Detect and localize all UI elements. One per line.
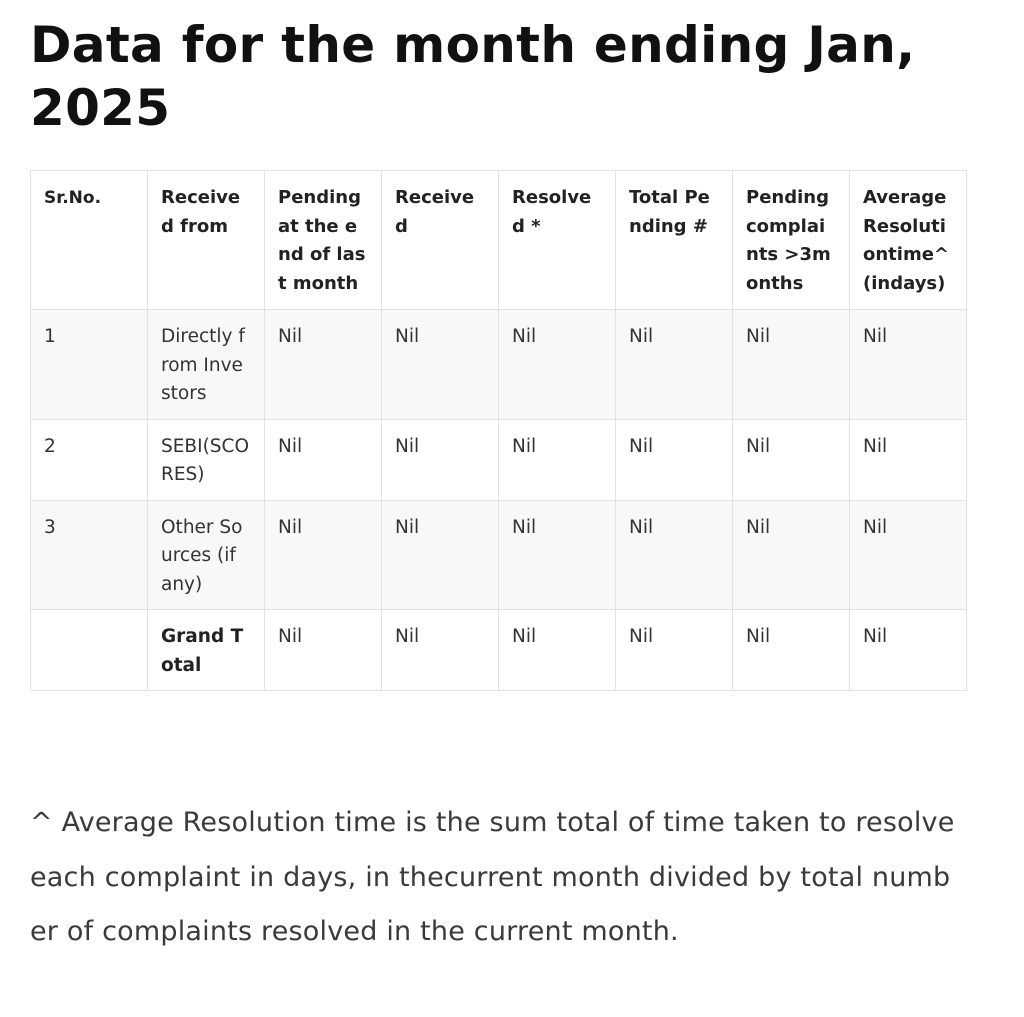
cell-total-pending: Nil — [615, 418, 733, 501]
cell-received-from: Directly from Investors — [147, 309, 265, 420]
header-pending-last-month: Pending at the end of last month — [264, 170, 382, 310]
cell-total-pending: Nil — [615, 609, 733, 691]
cell-average-resolution-time: Nil — [849, 309, 967, 420]
cell-average-resolution-time: Nil — [849, 499, 967, 610]
cell-resolved: Nil — [498, 418, 616, 501]
header-resolved: Resolved * — [498, 170, 616, 310]
table-row: 3 Other Sources (if any) Nil Nil Nil Nil… — [30, 499, 967, 610]
cell-pending-over-3-months: Nil — [732, 418, 850, 501]
cell-total-pending: Nil — [615, 499, 733, 610]
cell-sr-no: 3 — [30, 499, 148, 610]
cell-sr-no — [30, 609, 148, 691]
cell-pending-over-3-months: Nil — [732, 499, 850, 610]
cell-sr-no: 1 — [30, 309, 148, 420]
header-sr-no: Sr.No. — [30, 170, 148, 310]
cell-pending-over-3-months: Nil — [732, 609, 850, 691]
footnote: ^ Average Resolution time is the sum tot… — [30, 807, 955, 947]
cell-resolved: Nil — [498, 609, 616, 691]
table-header-row: Sr.No. Received from Pending at the end … — [30, 170, 967, 310]
cell-average-resolution-time: Nil — [849, 418, 967, 501]
table-row-grand-total: Grand Total Nil Nil Nil Nil Nil Nil — [30, 609, 967, 691]
cell-pending-over-3-months: Nil — [732, 309, 850, 420]
cell-received: Nil — [381, 418, 499, 501]
header-pending-over-3-months: Pending complaints >3months — [732, 170, 850, 310]
cell-pending-last-month: Nil — [264, 609, 382, 691]
page-title: Data for the month ending Jan, 2025 — [30, 16, 916, 137]
cell-pending-last-month: Nil — [264, 499, 382, 610]
cell-received-from: Other Sources (if any) — [147, 499, 265, 610]
cell-received: Nil — [381, 609, 499, 691]
cell-resolved: Nil — [498, 499, 616, 610]
header-average-resolution-time: Average Resolutiontime^ (indays) — [849, 170, 967, 310]
cell-pending-last-month: Nil — [264, 418, 382, 501]
cell-received-from: SEBI(SCORES) — [147, 418, 265, 501]
header-total-pending: Total Pending # — [615, 170, 733, 310]
cell-average-resolution-time: Nil — [849, 609, 967, 691]
cell-resolved: Nil — [498, 309, 616, 420]
cell-received: Nil — [381, 309, 499, 420]
complaints-table: Sr.No. Received from Pending at the end … — [30, 170, 967, 691]
cell-sr-no: 2 — [30, 418, 148, 501]
header-received-from: Received from — [147, 170, 265, 310]
cell-received: Nil — [381, 499, 499, 610]
table-row: 2 SEBI(SCORES) Nil Nil Nil Nil Nil Nil — [30, 418, 967, 501]
cell-pending-last-month: Nil — [264, 309, 382, 420]
table-row: 1 Directly from Investors Nil Nil Nil Ni… — [30, 309, 967, 420]
cell-total-pending: Nil — [615, 309, 733, 420]
header-received: Received — [381, 170, 499, 310]
cell-grand-total-label: Grand Total — [147, 609, 265, 691]
